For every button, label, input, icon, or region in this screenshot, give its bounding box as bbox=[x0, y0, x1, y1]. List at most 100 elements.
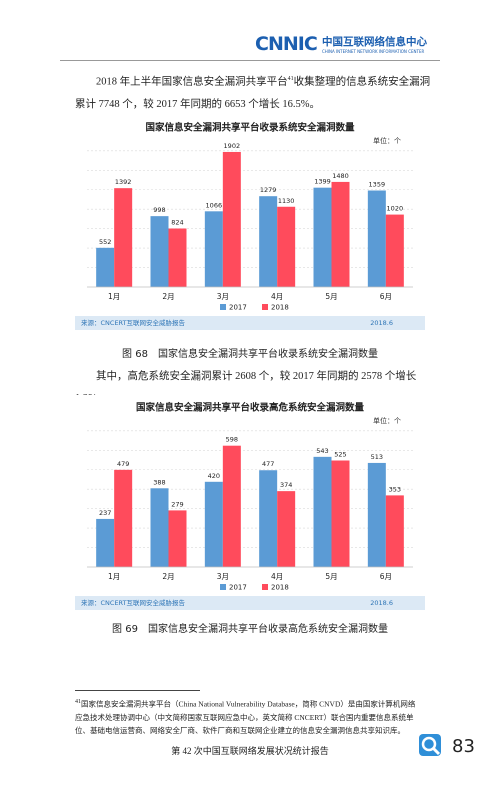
bar bbox=[331, 181, 350, 287]
value-label: 1480 bbox=[332, 172, 349, 180]
bar bbox=[168, 510, 187, 567]
bar bbox=[367, 190, 386, 287]
bar bbox=[367, 462, 386, 567]
source-band bbox=[75, 596, 425, 610]
paragraph: 2018 年上半年国家信息安全漏洞共享平台41收集整理的信息系统安全漏洞累计 7… bbox=[75, 68, 435, 116]
x-tick-label: 2月 bbox=[162, 572, 174, 581]
bar bbox=[259, 196, 278, 287]
bar bbox=[114, 188, 133, 287]
legend-swatch bbox=[262, 584, 268, 590]
chart-title: 国家信息安全漏洞共享平台收录高危系统安全漏洞数量 bbox=[136, 402, 365, 414]
caption: 图 69 国家信息安全漏洞共享平台收录高危系统安全漏洞数量 bbox=[112, 624, 388, 635]
chart-background bbox=[75, 395, 425, 610]
bar bbox=[277, 491, 296, 567]
source: 来源：CNCERT互联网安全威胁报告 bbox=[81, 598, 186, 607]
icon-handle bbox=[431, 746, 441, 756]
footnote-ref: 41 bbox=[287, 76, 294, 82]
legend-label: 2017 bbox=[229, 584, 247, 592]
value-label: 374 bbox=[280, 481, 292, 489]
text: 2018 年上半年国家信息安全漏洞共享平台 bbox=[96, 76, 288, 88]
value-label: 1066 bbox=[206, 201, 223, 209]
x-tick-label: 6月 bbox=[380, 292, 392, 301]
footnote: 41国家信息安全漏洞共享平台（China National Vulnerabil… bbox=[75, 696, 420, 737]
bar bbox=[222, 151, 241, 287]
text: 国家信息安全漏洞共享平台（China National Vulnerabilit… bbox=[75, 699, 416, 735]
x-tick-label: 1月 bbox=[108, 572, 120, 581]
legend-swatch bbox=[220, 584, 226, 590]
x-tick-label: 1月 bbox=[108, 292, 120, 301]
footnote-ref: 41 bbox=[75, 699, 81, 705]
bar bbox=[150, 488, 169, 567]
footnote-rule bbox=[75, 690, 200, 691]
value-label: 237 bbox=[99, 509, 111, 517]
x-tick-label: 6月 bbox=[380, 572, 392, 581]
x-tick-label: 4月 bbox=[271, 572, 283, 581]
value-label: 1399 bbox=[314, 178, 331, 186]
bar bbox=[385, 214, 404, 287]
bar bbox=[168, 228, 187, 287]
value-label: 543 bbox=[316, 447, 328, 455]
footer-icon bbox=[419, 734, 441, 756]
source: 来源：CNCERT互联网安全威胁报告 bbox=[81, 318, 186, 327]
x-tick-label: 3月 bbox=[217, 292, 229, 301]
bar bbox=[313, 187, 332, 287]
source-date: 2018.6 bbox=[370, 319, 393, 327]
value-label: 998 bbox=[153, 206, 165, 214]
bar bbox=[150, 216, 169, 287]
value-label: 388 bbox=[153, 478, 165, 486]
source-band bbox=[75, 316, 425, 330]
value-label: 513 bbox=[371, 453, 383, 461]
value-label: 353 bbox=[389, 485, 401, 493]
value-label: 598 bbox=[226, 436, 238, 444]
chart-title: 国家信息安全漏洞共享平台收录系统安全漏洞数量 bbox=[145, 122, 355, 134]
bar bbox=[204, 211, 223, 287]
logo: CNNIC bbox=[255, 33, 318, 55]
header-rule bbox=[60, 60, 440, 61]
bar bbox=[96, 518, 115, 567]
bar bbox=[331, 460, 350, 567]
bar bbox=[313, 456, 332, 567]
legend-label: 2017 bbox=[229, 304, 247, 312]
value-label: 824 bbox=[171, 218, 183, 226]
footer-text: 第 42 次中国互联网络发展状况统计报告 bbox=[171, 746, 329, 756]
page-number: 83 bbox=[452, 736, 475, 757]
legend-label: 2018 bbox=[271, 584, 289, 592]
value-label: 279 bbox=[171, 500, 183, 508]
x-tick-label: 3月 bbox=[217, 572, 229, 581]
value-label: 1392 bbox=[115, 178, 132, 186]
x-tick-label: 4月 bbox=[271, 292, 283, 301]
bar bbox=[204, 481, 223, 567]
bar bbox=[259, 470, 278, 567]
value-label: 525 bbox=[334, 451, 346, 459]
legend-swatch bbox=[220, 304, 226, 310]
legend-swatch bbox=[262, 304, 268, 310]
bar bbox=[385, 495, 404, 567]
value-label: 1130 bbox=[278, 197, 295, 205]
value-label: 479 bbox=[117, 460, 129, 468]
bar bbox=[96, 247, 115, 287]
x-tick-label: 2月 bbox=[162, 292, 174, 301]
org-cn: 中国互联网络信息中心 bbox=[322, 37, 427, 48]
value-label: 420 bbox=[208, 472, 220, 480]
value-label: 1279 bbox=[260, 186, 277, 194]
x-tick-label: 5月 bbox=[325, 292, 337, 301]
x-tick-label: 5月 bbox=[325, 572, 337, 581]
chart-background bbox=[75, 115, 425, 330]
bar bbox=[222, 445, 241, 567]
value-label: 552 bbox=[99, 238, 111, 246]
value-label: 1902 bbox=[224, 142, 241, 150]
bar bbox=[277, 206, 296, 287]
caption: 图 68 国家信息安全漏洞共享平台收录系统安全漏洞数量 bbox=[122, 349, 378, 360]
text: 收集整理的信息系统安全漏洞累计 7748 个，较 2017 年同期的 6653 … bbox=[75, 76, 431, 110]
source-date: 2018.6 bbox=[370, 599, 393, 607]
unit-label: 单位：个 bbox=[373, 136, 401, 145]
legend-label: 2018 bbox=[271, 304, 289, 312]
icon-lens bbox=[421, 736, 437, 752]
value-label: 477 bbox=[262, 460, 274, 468]
unit-label: 单位：个 bbox=[373, 416, 401, 425]
org-en: CHINA INTERNET NETWORK INFORMATION CENTE… bbox=[322, 49, 425, 54]
bar bbox=[114, 469, 133, 567]
